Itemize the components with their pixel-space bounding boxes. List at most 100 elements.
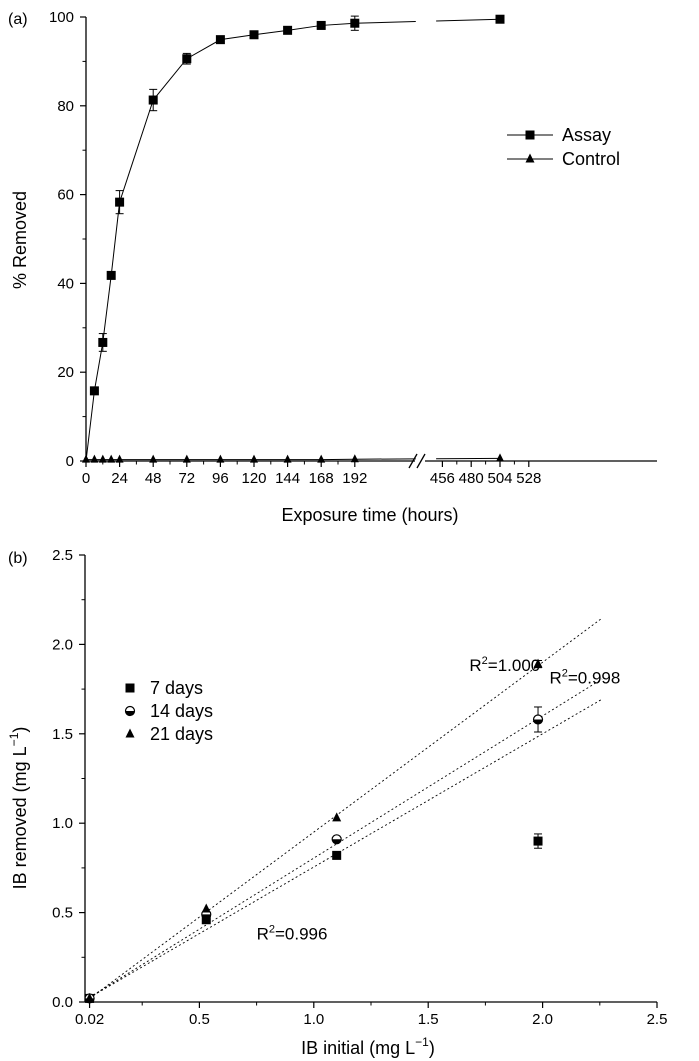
panel-a-axis-break-mark-2 bbox=[416, 453, 426, 469]
panel-a-point-assay bbox=[249, 30, 259, 40]
panel-b-x-tick-label: 2.0 bbox=[532, 1011, 553, 1028]
panel-a-x-tick-label: 168 bbox=[309, 470, 334, 487]
panel-a-point-assay bbox=[215, 35, 225, 45]
panel-a-point-control bbox=[107, 454, 116, 463]
panel-b-point-14-days bbox=[532, 714, 544, 725]
panel-b-legend-label-14-days: 14 days bbox=[150, 701, 213, 721]
panel-a-point-assay bbox=[316, 20, 326, 30]
panel-b: (b) 0.02 0.5 1.0 1.5 2.0 2.5 0.0 0.5 1.0 1.5 2.0 2.… bbox=[7, 547, 667, 1058]
r2-value: =1.000 bbox=[488, 656, 540, 675]
panel-b-legend-label-21-days: 21 days bbox=[150, 724, 213, 744]
panel-b-point-21-days bbox=[533, 658, 543, 668]
panel-b-r2-label-21-days: R2=1.000 bbox=[469, 655, 540, 675]
panel-a-legend-marker-control bbox=[525, 153, 535, 163]
panel-a-legend-label-assay: Assay bbox=[562, 125, 611, 145]
r2-superscript: 2 bbox=[562, 668, 568, 680]
panel-a-x-tick-label: 120 bbox=[241, 470, 266, 487]
r2-prefix: R bbox=[469, 656, 481, 675]
panel-b-y-tick-label: 2.5 bbox=[52, 547, 73, 564]
panel-b-fit-lines bbox=[89, 617, 603, 999]
panel-a-point-control bbox=[115, 454, 124, 463]
panel-a-x-tick-label: 480 bbox=[459, 470, 484, 487]
panel-b-point-14-days-fill bbox=[332, 839, 342, 844]
panel-a-x-tick-label: 456 bbox=[430, 470, 455, 487]
panel-a-x-tick-label: 48 bbox=[145, 470, 162, 487]
panel-b-label: (b) bbox=[8, 550, 28, 567]
panel-b-legend-marker-7-days bbox=[125, 683, 135, 693]
panel-b-point-14-days bbox=[331, 834, 342, 845]
panel-b-r2-label-7-days: R2=0.996 bbox=[257, 923, 328, 943]
panel-b-legend-marker-14-days-fill bbox=[125, 711, 135, 716]
panel-a-x-tick-label: 0 bbox=[82, 470, 90, 487]
panel-b-point-21-days bbox=[201, 903, 211, 913]
panel-a-x-tick-label: 144 bbox=[275, 470, 300, 487]
panel-b-point-7-days bbox=[201, 915, 211, 925]
panel-b-x-axis-label: IB initial (mg L−1) bbox=[301, 1035, 435, 1058]
panel-a-point-assay bbox=[89, 386, 99, 396]
r2-value: =0.996 bbox=[275, 924, 327, 943]
panel-b-fit-line-14-days bbox=[89, 678, 603, 998]
panel-b-y-tick-label: 0.5 bbox=[52, 905, 73, 922]
panel-a-point-control bbox=[82, 454, 90, 463]
panel-a-x-tick-label: 24 bbox=[111, 470, 128, 487]
panel-a-legend-label-control: Control bbox=[562, 149, 620, 169]
panel-b-ticks: 0.02 0.5 1.0 1.5 2.0 2.5 0.0 0.5 1.0 1.5 2.0 2.5 bbox=[52, 547, 667, 1028]
r2-value: =0.998 bbox=[568, 669, 620, 688]
panel-a-y-axis-label: % Removed bbox=[10, 191, 30, 289]
panel-a-point-control bbox=[149, 454, 158, 463]
panel-a-point-control bbox=[250, 454, 258, 463]
panel-a-point-control bbox=[182, 454, 191, 463]
panel-a-y-tick-label: 60 bbox=[57, 187, 74, 204]
panel-a-point-control bbox=[496, 453, 504, 462]
panel-a-point-assay bbox=[495, 14, 505, 24]
r2-superscript: 2 bbox=[482, 655, 488, 667]
panel-a-point-control bbox=[98, 454, 107, 463]
panel-a-point-assay bbox=[115, 197, 125, 207]
r2-superscript: 2 bbox=[269, 923, 275, 935]
panel-b-point-21-days bbox=[332, 812, 342, 822]
panel-a-series-link-assay bbox=[436, 18, 501, 22]
panel-a-series-link-assay bbox=[354, 21, 416, 24]
panel-a-x-tick-label: 192 bbox=[342, 470, 367, 487]
panel-a-series-control bbox=[82, 453, 504, 463]
panel-a-point-control bbox=[283, 454, 292, 463]
panel-b-legend-label-7-days: 7 days bbox=[150, 678, 203, 698]
panel-a-point-assay bbox=[106, 270, 116, 280]
panel-b-y-tick-label: 0.0 bbox=[52, 994, 73, 1011]
panel-a-point-control bbox=[216, 454, 225, 463]
panel-b-x-tick-label: 1.0 bbox=[303, 1011, 324, 1028]
panel-a-axes bbox=[85, 17, 657, 469]
panel-a-legend-marker-assay bbox=[525, 130, 535, 140]
panel-b-fit-line-21-days bbox=[89, 617, 603, 999]
panel-b-y-tick-label: 2.0 bbox=[52, 636, 73, 653]
panel-b-point-14-days-fill bbox=[201, 914, 211, 919]
panel-a-y-tick-label: 80 bbox=[57, 98, 74, 115]
panel-b-y-tick-label: 1.5 bbox=[52, 726, 73, 743]
panel-b-point-14-days-fill bbox=[533, 719, 543, 724]
panel-a: (a) 0 24 48 72 96 120 144 168 192 456 480 504 528 0 20… bbox=[8, 9, 657, 525]
panel-a-axis-break-mark-1 bbox=[408, 453, 418, 469]
panel-b-point-7-days bbox=[533, 836, 543, 846]
panel-b-x-tick-label: 2.5 bbox=[647, 1011, 668, 1028]
panel-b-series-14-days bbox=[84, 706, 544, 1004]
panel-a-x-axis-label: Exposure time (hours) bbox=[281, 505, 458, 525]
panel-a-series-line-assay bbox=[85, 22, 355, 462]
panel-b-x-tick-label: 1.5 bbox=[418, 1011, 439, 1028]
panel-a-y-tick-label: 0 bbox=[66, 453, 74, 470]
panel-a-y-tick-label: 20 bbox=[57, 364, 74, 381]
panel-b-series-21-days bbox=[85, 658, 543, 1002]
panel-b-x-tick-label: 0.5 bbox=[189, 1011, 210, 1028]
panel-b-y-tick-label: 1.0 bbox=[52, 815, 73, 832]
panel-a-point-assay bbox=[283, 25, 293, 35]
panel-b-point-7-days bbox=[332, 850, 342, 860]
panel-a-point-assay bbox=[350, 18, 360, 28]
panel-a-point-control bbox=[350, 454, 359, 463]
panel-a-ticks: 0 24 48 72 96 120 144 168 192 456 480 504 528 0 20 40 60… bbox=[49, 9, 541, 487]
panel-a-point-control bbox=[90, 454, 99, 463]
panel-a-label: (a) bbox=[8, 11, 28, 28]
panel-b-series bbox=[84, 658, 544, 1004]
panel-a-x-tick-label: 504 bbox=[487, 470, 512, 487]
panel-a-legend: Assay Control bbox=[507, 125, 620, 169]
panel-b-legend: 7 days 14 days 21 days bbox=[124, 678, 213, 744]
